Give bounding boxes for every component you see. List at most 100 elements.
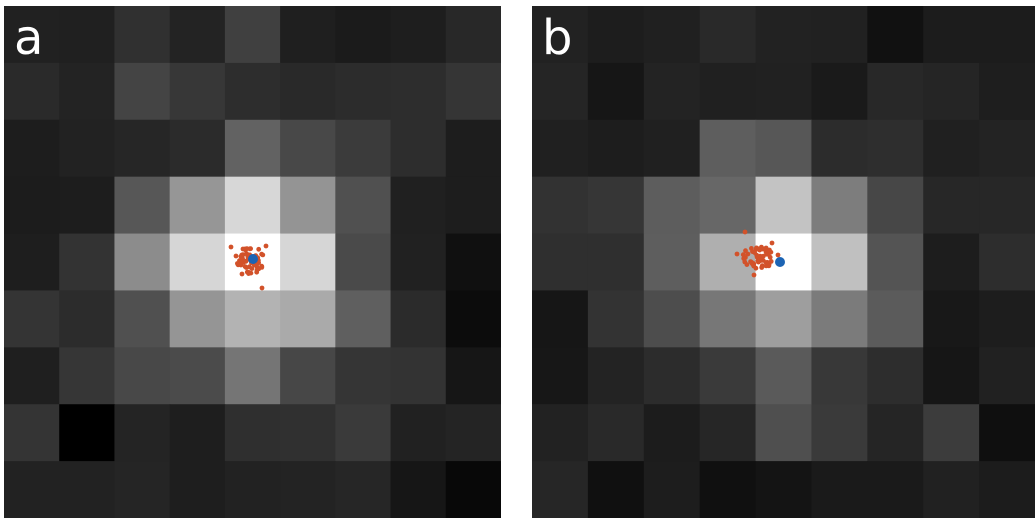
pixel-cell <box>867 347 924 405</box>
pixel-cell <box>114 233 171 292</box>
localization-point <box>743 248 748 254</box>
pixel-cell <box>811 119 868 178</box>
pixel-cell <box>390 176 447 235</box>
pixel-cell <box>224 6 281 64</box>
pixel-cell <box>755 404 813 462</box>
pixel-cell <box>923 404 980 462</box>
pixel-cell <box>532 233 589 292</box>
pixel-cell <box>532 6 589 64</box>
pixel-cell <box>587 62 645 121</box>
localization-point <box>239 252 245 258</box>
pixel-cell <box>811 62 868 121</box>
localization-point <box>763 245 769 251</box>
pixel-cell <box>114 62 171 121</box>
localization-point <box>761 253 766 259</box>
pixel-cell <box>979 176 1035 235</box>
pixel-cell <box>335 62 392 121</box>
pixel-cell <box>445 461 501 518</box>
localization-point <box>243 265 249 270</box>
pixel-cell <box>643 176 701 235</box>
pixel-cell <box>699 404 757 462</box>
pixel-cell <box>114 119 171 178</box>
pixel-cell <box>923 6 980 64</box>
pixel-cell <box>335 404 392 462</box>
pixel-cell <box>699 290 757 348</box>
pixel-cell <box>59 62 116 121</box>
localization-point <box>235 261 240 266</box>
pixel-cell <box>755 461 813 518</box>
pixel-cell <box>643 461 701 518</box>
localization-point <box>760 263 765 269</box>
localization-point <box>742 259 748 265</box>
pixel-cell <box>445 347 501 405</box>
pixel-cell <box>923 233 980 292</box>
pixel-cell <box>979 347 1035 405</box>
pixel-cell <box>280 404 336 462</box>
pixel-grid-image-a <box>4 6 501 518</box>
pixel-cell <box>224 119 281 178</box>
pixel-cell <box>699 119 757 178</box>
pixel-cell <box>114 404 171 462</box>
pixel-cell <box>280 6 336 64</box>
pixel-cell <box>587 347 645 405</box>
pixel-cell <box>811 290 868 348</box>
pixel-cell <box>224 347 281 405</box>
pixel-cell <box>169 62 226 121</box>
pixel-cell <box>979 233 1035 292</box>
localization-point <box>751 272 757 278</box>
pixel-cell <box>169 347 226 405</box>
pixel-cell <box>280 461 336 518</box>
pixel-cell <box>923 347 980 405</box>
pixel-cell <box>59 404 116 462</box>
pixel-cell <box>335 233 392 292</box>
localization-point <box>228 244 234 250</box>
pixel-cell <box>59 119 116 178</box>
pixel-cell <box>699 233 757 292</box>
pixel-cell <box>390 62 447 121</box>
pixel-cell <box>532 176 589 235</box>
localization-point <box>763 260 769 265</box>
pixel-cell <box>169 176 226 235</box>
pixel-cell <box>59 6 116 64</box>
pixel-cell <box>114 347 171 405</box>
pixel-cell <box>59 347 116 405</box>
localization-point <box>240 246 246 252</box>
pixel-cell <box>867 6 924 64</box>
pixel-cell <box>979 6 1035 64</box>
pixel-cell <box>445 233 501 292</box>
localization-point <box>742 229 748 235</box>
center-marker <box>775 257 785 267</box>
pixel-cell <box>445 119 501 178</box>
pixel-cell <box>755 6 813 64</box>
localization-point <box>745 251 751 257</box>
localization-point <box>757 258 763 264</box>
pixel-cell <box>280 233 336 292</box>
pixel-cell <box>390 233 447 292</box>
pixel-cell <box>867 176 924 235</box>
localization-point <box>754 245 759 251</box>
pixel-cell <box>4 62 60 121</box>
localization-point <box>259 285 265 291</box>
pixel-cell <box>755 176 813 235</box>
pixel-cell <box>114 461 171 518</box>
pixel-cell <box>979 404 1035 462</box>
pixel-cell <box>4 119 60 178</box>
pixel-cell <box>811 176 868 235</box>
pixel-cell <box>280 290 336 348</box>
pixel-cell <box>169 290 226 348</box>
pixel-cell <box>445 62 501 121</box>
pixel-cell <box>923 461 980 518</box>
pixel-cell <box>224 461 281 518</box>
pixel-cell <box>335 461 392 518</box>
pixel-cell <box>867 290 924 348</box>
pixel-cell <box>643 6 701 64</box>
pixel-cell <box>4 176 60 235</box>
pixel-cell <box>280 119 336 178</box>
panel-b: b <box>532 6 1035 518</box>
pixel-cell <box>224 62 281 121</box>
pixel-cell <box>867 404 924 462</box>
localization-point <box>749 260 755 266</box>
center-marker <box>248 254 258 264</box>
pixel-cell <box>587 404 645 462</box>
pixel-cell <box>4 6 60 64</box>
